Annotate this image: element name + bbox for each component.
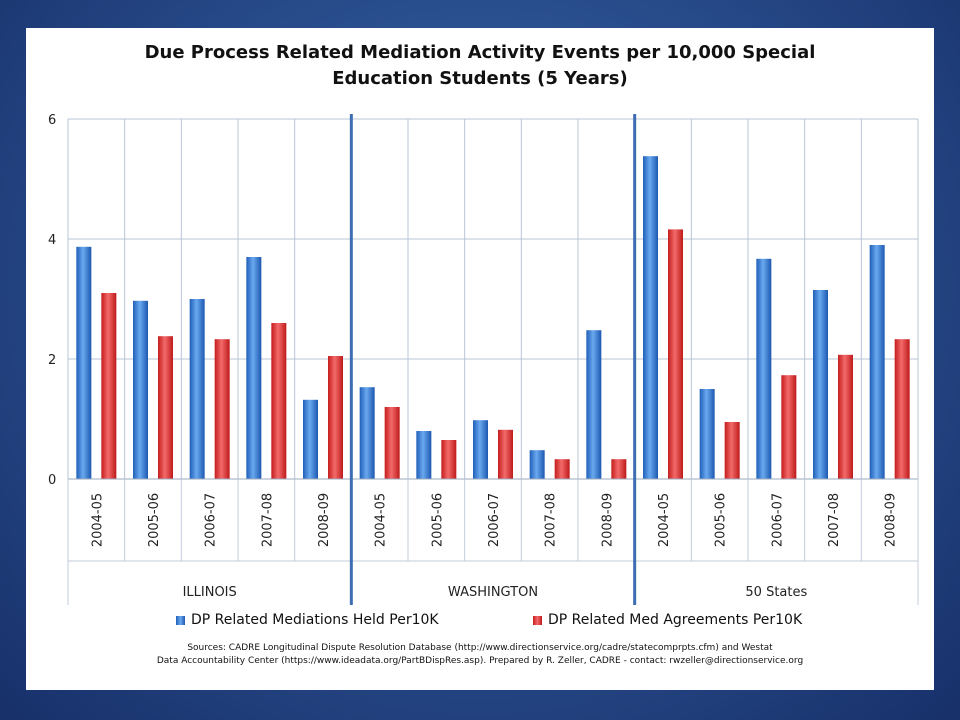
category-label-12: 2006-07 xyxy=(770,493,785,547)
bar-agreements-5 xyxy=(384,407,400,479)
category-label-2: 2006-07 xyxy=(204,493,219,547)
bar-agreements-8 xyxy=(554,459,570,479)
bar-agreements-7 xyxy=(498,429,513,479)
bar-agreements-10 xyxy=(668,229,683,479)
bar-agreements-9 xyxy=(611,459,627,479)
chart-title-line-1: Due Process Related Mediation Activity E… xyxy=(144,42,816,63)
bar-mediations-10 xyxy=(643,156,658,479)
bar-mediations-11 xyxy=(699,389,715,479)
bar-agreements-1 xyxy=(158,336,173,479)
bar-mediations-12 xyxy=(756,258,772,479)
legend-item-mediations: DP Related Mediations Held Per10K xyxy=(176,612,439,628)
bar-agreements-0 xyxy=(101,293,117,479)
sources-line-1: Sources: CADRE Longitudinal Dispute Reso… xyxy=(187,643,773,653)
legend: DP Related Mediations Held Per10K DP Rel… xyxy=(26,612,934,632)
bar-agreements-13 xyxy=(838,354,853,479)
bar-mediations-4 xyxy=(303,399,318,479)
category-label-4: 2008-09 xyxy=(317,493,332,547)
category-label-6: 2005-06 xyxy=(430,493,445,547)
category-label-7: 2006-07 xyxy=(487,493,502,547)
bar-mediations-2 xyxy=(189,299,205,479)
category-label-8: 2007-08 xyxy=(544,493,559,547)
chart-title-line-2: Education Students (5 Years) xyxy=(332,68,628,89)
y-tick-label-2: 4 xyxy=(48,233,56,248)
bar-agreements-14 xyxy=(894,339,910,479)
category-label-10: 2004-05 xyxy=(657,493,672,547)
category-label-5: 2004-05 xyxy=(374,493,389,547)
group-label-0: ILLINOIS xyxy=(183,585,237,600)
bar-mediations-7 xyxy=(473,420,488,479)
category-label-3: 2007-08 xyxy=(260,493,275,547)
legend-swatch-blue xyxy=(176,615,185,625)
bar-mediations-0 xyxy=(76,246,92,479)
category-label-1: 2005-06 xyxy=(147,493,162,547)
bar-agreements-4 xyxy=(328,356,343,479)
y-tick-label-0: 0 xyxy=(48,473,56,488)
bar-mediations-8 xyxy=(529,450,545,479)
bar-agreements-12 xyxy=(781,375,797,479)
bar-mediations-14 xyxy=(869,245,885,479)
category-label-14: 2008-09 xyxy=(884,493,899,547)
category-label-11: 2005-06 xyxy=(714,493,729,547)
bar-mediations-1 xyxy=(133,300,148,479)
category-label-0: 2004-05 xyxy=(90,493,105,547)
bar-mediations-9 xyxy=(586,330,602,479)
bar-agreements-11 xyxy=(724,422,740,479)
y-tick-label-3: 6 xyxy=(48,113,56,128)
bar-agreements-3 xyxy=(271,323,287,479)
slide-panel: Due Process Related Mediation Activity E… xyxy=(26,28,934,690)
bar-mediations-13 xyxy=(813,290,828,479)
bar-mediations-3 xyxy=(246,257,262,479)
bar-agreements-2 xyxy=(214,339,230,479)
bar-chart: 0 2 4 6 2004-05 2005-06 2006-07 2007-08 2008-09 I… xyxy=(48,113,919,605)
legend-label-agreements: DP Related Med Agreements Per10K xyxy=(548,612,803,628)
category-label-9: 2008-09 xyxy=(600,493,615,547)
legend-item-agreements: DP Related Med Agreements Per10K xyxy=(533,612,802,628)
chart-title: Due Process Related Mediation Activity E… xyxy=(26,40,934,92)
sources-line-2: Data Accountability Center (https://www.… xyxy=(156,656,804,666)
y-tick-label-1: 2 xyxy=(48,353,56,368)
group-label-1: WASHINGTON xyxy=(448,585,538,600)
group-label-2: 50 States xyxy=(745,585,807,600)
category-label-13: 2007-08 xyxy=(827,493,842,547)
bar-mediations-6 xyxy=(416,431,432,479)
sources-note: Sources: CADRE Longitudinal Dispute Reso… xyxy=(26,642,934,668)
bar-agreements-6 xyxy=(441,440,457,479)
legend-swatch-red xyxy=(533,615,542,625)
bar-mediations-5 xyxy=(359,387,375,479)
legend-label-mediations: DP Related Mediations Held Per10K xyxy=(191,612,439,628)
